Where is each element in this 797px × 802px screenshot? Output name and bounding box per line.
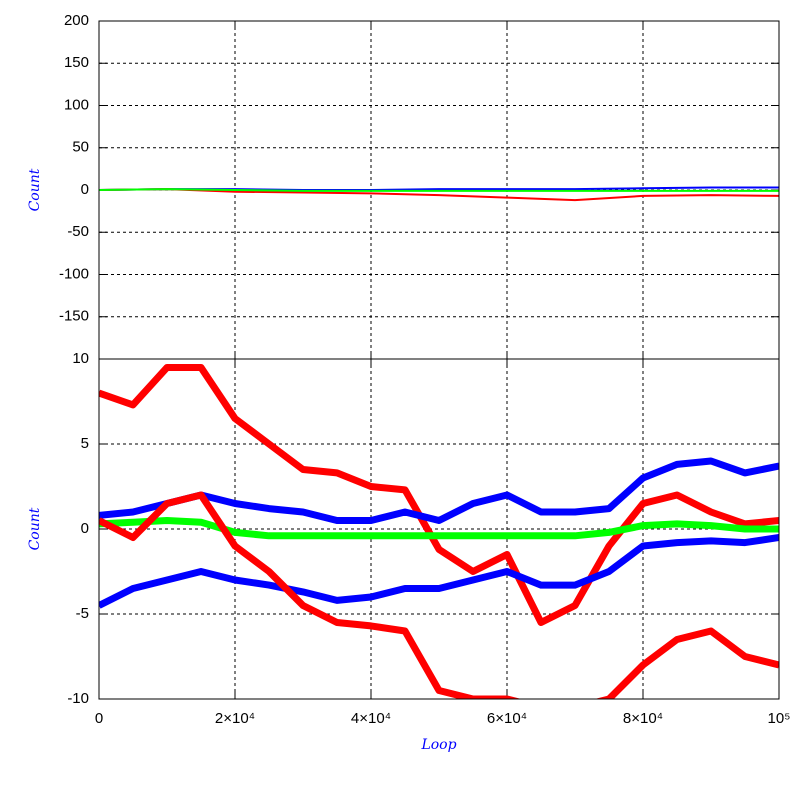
y-tick-label: -100 [59, 265, 89, 282]
series-line [99, 517, 779, 540]
series-line [99, 364, 779, 626]
y-tick-label: 5 [81, 435, 89, 452]
series-line [99, 188, 779, 202]
x-tick-label: 2×10⁴ [215, 710, 255, 727]
y-tick-label: -150 [59, 308, 89, 325]
series-line [99, 491, 779, 699]
y-tick-label: 0 [81, 520, 89, 537]
y-tick-label: -50 [67, 223, 89, 240]
x-tick-label: 8×10⁴ [623, 710, 663, 727]
y-tick-label: -5 [76, 605, 89, 622]
y-tick-label: 200 [64, 12, 89, 29]
x-tick-label: 6×10⁴ [487, 710, 527, 727]
y-tick-label: 150 [64, 54, 89, 71]
y-axis-label: Count [27, 168, 43, 211]
plot-lines [99, 186, 779, 202]
y-tick-label: -10 [67, 690, 89, 707]
plot-lines [99, 364, 779, 699]
series-line [99, 534, 779, 609]
series-line [99, 457, 779, 524]
x-tick-label: 10⁵ [768, 710, 791, 727]
x-tick-label: 0 [95, 710, 103, 727]
plot-frame [98, 358, 780, 700]
series-line [99, 188, 779, 192]
y-axis-label: Count [27, 507, 43, 550]
y-tick-label: 100 [64, 96, 89, 113]
y-tick-label: 50 [72, 139, 89, 156]
x-axis-label: Loop [420, 737, 456, 753]
y-tick-label: 0 [81, 181, 89, 198]
x-tick-label: 4×10⁴ [351, 710, 391, 727]
y-tick-label: 10 [72, 350, 89, 367]
